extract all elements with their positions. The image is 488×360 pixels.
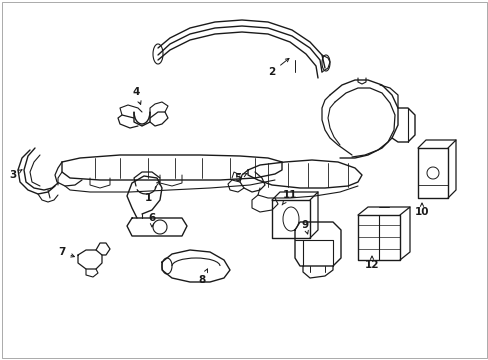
- Text: 12: 12: [364, 256, 379, 270]
- Text: 5: 5: [234, 173, 246, 183]
- Text: 3: 3: [9, 170, 22, 180]
- Text: 7: 7: [58, 247, 74, 257]
- Text: 2: 2: [268, 58, 288, 77]
- Text: 8: 8: [198, 269, 207, 285]
- Text: 4: 4: [132, 87, 141, 104]
- Text: 6: 6: [148, 213, 155, 227]
- Text: 9: 9: [301, 220, 308, 234]
- Text: 1: 1: [144, 181, 160, 203]
- Text: 10: 10: [414, 203, 428, 217]
- Text: 11: 11: [282, 190, 297, 205]
